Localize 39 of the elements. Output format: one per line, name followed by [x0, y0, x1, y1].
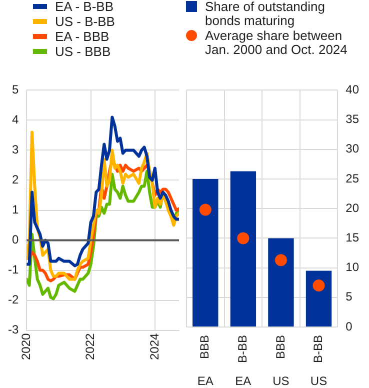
y2-tick-label: 15 — [346, 230, 360, 245]
y-tick-label: 3 — [12, 142, 19, 157]
category-label: BBB EA — [197, 335, 214, 388]
category-label: BBB US — [272, 335, 290, 388]
y2-tick-label: 30 — [346, 142, 360, 156]
bar — [268, 238, 294, 326]
y-tick-label: 0 — [12, 232, 19, 247]
y2-tick-label: 40 — [346, 82, 360, 97]
x-tick-label: B-BB EA — [235, 335, 252, 388]
x-tick-label: 2024 — [147, 332, 162, 360]
y2-tick-label: 25 — [346, 171, 360, 186]
y-tick-label: -1 — [8, 262, 19, 277]
point — [199, 204, 212, 216]
y-tick-label: 2 — [12, 172, 19, 187]
y-tick-label: 5 — [12, 82, 19, 97]
y2-tick-label: 10 — [346, 260, 360, 274]
x-tick-label: 2022 — [83, 332, 98, 360]
legend-label: EA - BBB — [55, 29, 110, 44]
point — [274, 254, 287, 266]
bar — [192, 179, 218, 326]
legend-label: US - BBB — [55, 44, 111, 59]
legend-label: US - B-BB — [55, 14, 115, 29]
point — [237, 232, 250, 244]
bar — [230, 171, 256, 326]
y2-tick-label: 20 — [346, 200, 360, 215]
y2-tick-label: 0 — [346, 319, 353, 334]
x-tick-label: 2020 — [18, 332, 33, 360]
y2-tick-label: 35 — [346, 112, 360, 126]
y-tick-label: 4 — [12, 112, 19, 127]
bar — [306, 270, 332, 326]
legend-label: Share of outstanding bonds maturing — [205, 0, 326, 28]
x-tick-label: B-BB US — [310, 335, 328, 388]
point — [312, 280, 325, 292]
y-tick-label: 1 — [12, 202, 19, 217]
y-tick-label: -2 — [8, 292, 19, 307]
y2-tick-label: 5 — [346, 290, 353, 304]
y-tick-label: -3 — [8, 322, 19, 337]
legend-label: EA - B-BB — [55, 0, 114, 14]
legend-label: Average share between Jan. 2000 and Oct. 2024 — [205, 28, 348, 57]
